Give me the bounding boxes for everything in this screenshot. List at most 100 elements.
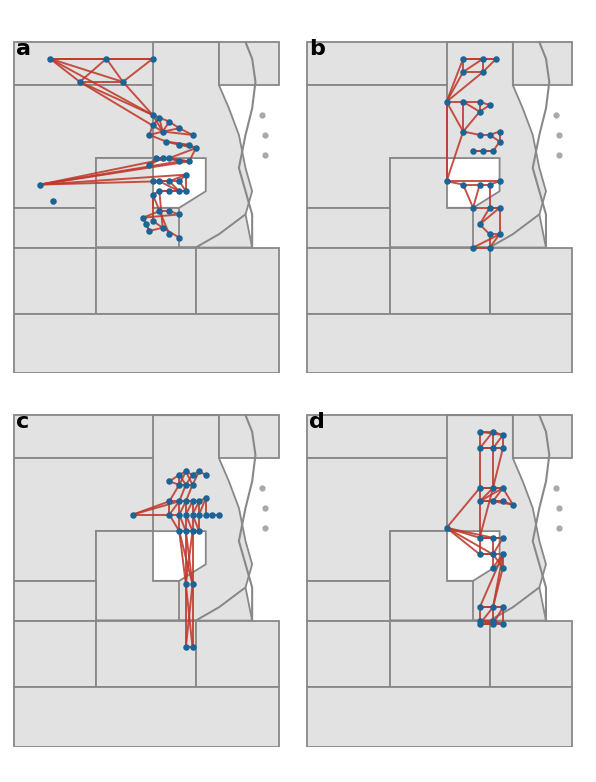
Point <box>175 122 184 135</box>
Point <box>458 66 468 78</box>
Point <box>151 152 161 164</box>
Point <box>442 522 451 534</box>
Point <box>158 125 167 138</box>
Point <box>188 495 197 508</box>
Point <box>488 601 498 614</box>
Point <box>458 95 468 108</box>
Point <box>201 492 210 504</box>
Point <box>148 119 157 131</box>
Point <box>164 116 174 128</box>
Point <box>495 135 504 148</box>
Point <box>48 195 58 207</box>
Point <box>468 145 478 158</box>
Point <box>468 242 478 254</box>
Point <box>478 145 488 158</box>
Point <box>154 175 164 188</box>
Point <box>207 508 217 521</box>
Point <box>475 442 485 454</box>
Point <box>488 548 498 561</box>
Point <box>488 425 498 438</box>
Polygon shape <box>390 214 546 248</box>
Point <box>175 231 184 244</box>
Point <box>188 525 197 537</box>
Point <box>164 475 174 488</box>
Polygon shape <box>97 214 252 248</box>
Point <box>188 578 197 590</box>
Point <box>148 109 157 121</box>
Point <box>475 425 485 438</box>
Point <box>188 641 197 654</box>
Point <box>154 112 164 124</box>
Polygon shape <box>446 42 573 85</box>
Point <box>75 76 85 88</box>
Point <box>175 495 184 508</box>
Point <box>194 465 204 478</box>
Point <box>145 224 154 237</box>
Polygon shape <box>97 621 196 687</box>
Point <box>468 202 478 214</box>
Polygon shape <box>14 314 279 374</box>
Polygon shape <box>153 415 279 458</box>
Point <box>181 641 191 654</box>
Point <box>201 508 210 521</box>
Point <box>495 228 504 241</box>
Point <box>175 175 184 188</box>
Polygon shape <box>14 581 97 621</box>
Point <box>475 95 485 108</box>
Point <box>488 145 498 158</box>
Polygon shape <box>14 458 153 581</box>
Polygon shape <box>308 621 390 687</box>
Polygon shape <box>308 458 446 581</box>
Polygon shape <box>308 248 390 314</box>
Point <box>148 188 157 201</box>
Point <box>141 218 151 231</box>
Polygon shape <box>490 248 573 314</box>
Point <box>508 498 517 511</box>
Point <box>488 442 498 454</box>
Point <box>138 211 148 224</box>
Point <box>442 95 451 108</box>
Point <box>164 205 174 217</box>
Point <box>188 508 197 521</box>
Point <box>475 548 485 561</box>
Point <box>158 221 167 234</box>
Polygon shape <box>446 415 546 621</box>
Point <box>194 525 204 537</box>
Point <box>35 178 45 191</box>
Point <box>158 152 167 164</box>
Point <box>498 561 508 574</box>
Polygon shape <box>390 531 473 621</box>
Point <box>145 128 154 141</box>
Point <box>475 601 485 614</box>
Point <box>475 532 485 544</box>
Point <box>184 138 194 151</box>
Point <box>488 618 498 630</box>
Point <box>148 52 157 65</box>
Point <box>498 482 508 494</box>
Point <box>492 52 501 65</box>
Point <box>478 66 488 78</box>
Point <box>194 495 204 508</box>
Polygon shape <box>14 621 97 687</box>
Point <box>164 228 174 241</box>
Text: b: b <box>309 39 325 59</box>
Point <box>478 52 488 65</box>
Point <box>164 175 174 188</box>
Point <box>201 468 210 481</box>
Point <box>498 442 508 454</box>
Point <box>181 479 191 491</box>
Point <box>498 601 508 614</box>
Polygon shape <box>97 158 179 248</box>
Polygon shape <box>97 587 252 621</box>
Polygon shape <box>14 248 97 314</box>
Polygon shape <box>308 42 446 85</box>
Point <box>214 508 224 521</box>
Point <box>45 52 55 65</box>
Polygon shape <box>14 85 153 208</box>
Point <box>458 178 468 191</box>
Point <box>175 479 184 491</box>
Polygon shape <box>196 248 279 314</box>
Polygon shape <box>390 158 473 248</box>
Point <box>495 125 504 138</box>
Point <box>148 175 157 188</box>
